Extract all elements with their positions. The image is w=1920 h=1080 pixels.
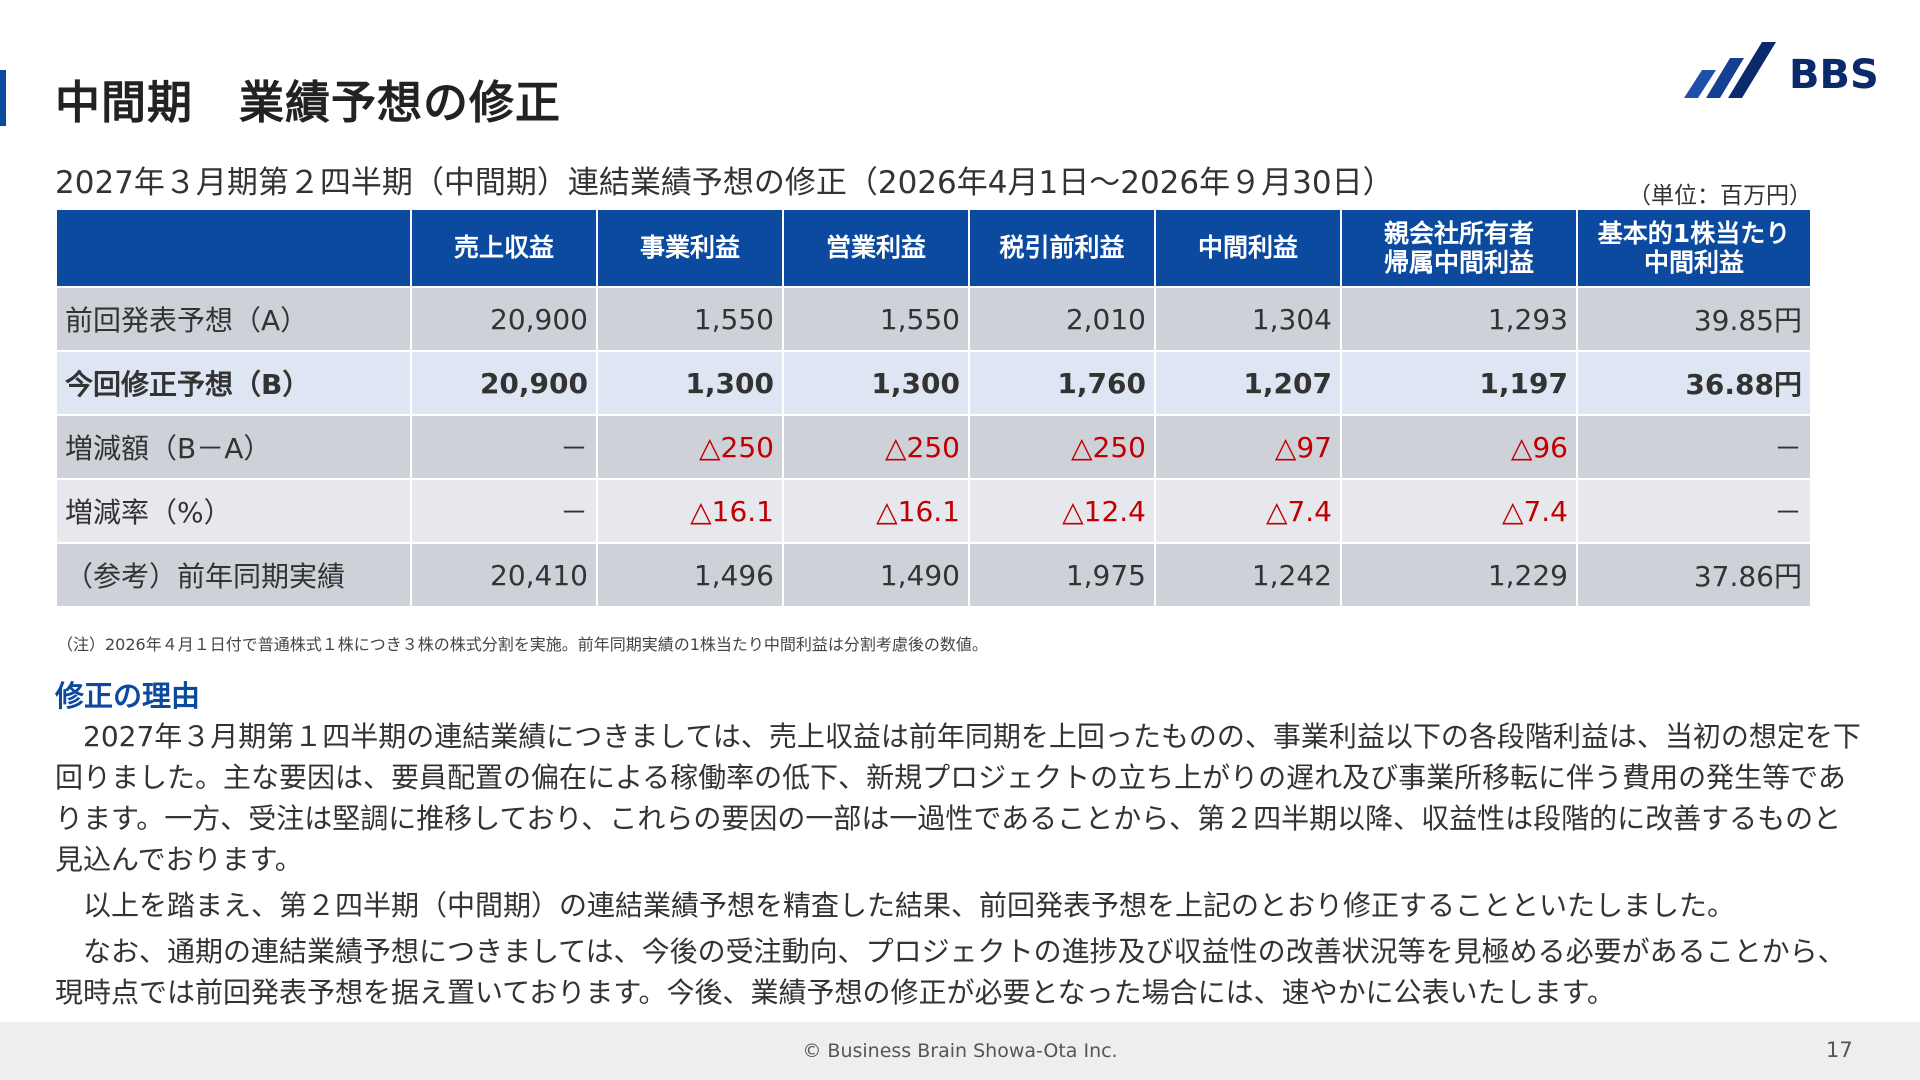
- row-label: 増減率（%）: [55, 478, 412, 544]
- table-row: 増減率（%） － △16.1 △16.1 △12.4 △7.4 △7.4 －: [55, 478, 1812, 544]
- footnote: （注）2026年４月１日付で普通株式１株につき３株の株式分割を実施。前年同期実績…: [57, 635, 988, 654]
- table-cell: 1,300: [596, 350, 784, 416]
- table-cell-negative: △97: [1154, 414, 1342, 480]
- table-cell: －: [1576, 414, 1812, 480]
- forecast-table: 売上収益 事業利益 営業利益 税引前利益 中間利益 親会社所有者 帰属中間利益 …: [55, 208, 1812, 608]
- column-header-parent-profit: 親会社所有者 帰属中間利益: [1340, 208, 1578, 288]
- unit-label: （単位：百万円）: [1628, 183, 1812, 209]
- table-cell: 1,207: [1154, 350, 1342, 416]
- table-row: 今回修正予想（B） 20,900 1,300 1,300 1,760 1,207…: [55, 350, 1812, 416]
- table-cell-negative: △7.4: [1154, 478, 1342, 544]
- table-cell: 1,975: [968, 542, 1156, 608]
- row-label: 増減額（B－A）: [55, 414, 412, 480]
- column-header: [55, 208, 412, 288]
- page-title: 中間期 業績予想の修正: [55, 76, 562, 129]
- logo-text: BBS: [1789, 52, 1879, 98]
- table-cell-negative: △250: [782, 414, 970, 480]
- title-accent-bar: [0, 70, 6, 126]
- table-cell: 20,900: [410, 350, 598, 416]
- reason-paragraph: なお、通期の連結業績予想につきましては、今後の受注動向、プロジェクトの進捗及び収…: [55, 935, 1846, 1009]
- table-row: 増減額（B－A） － △250 △250 △250 △97 △96 －: [55, 414, 1812, 480]
- column-header-revenue: 売上収益: [410, 208, 598, 288]
- row-label: 今回修正予想（B）: [55, 350, 412, 416]
- table-row: （参考）前年同期実績 20,410 1,496 1,490 1,975 1,24…: [55, 542, 1812, 608]
- table-cell: 1,760: [968, 350, 1156, 416]
- table-cell: 1,496: [596, 542, 784, 608]
- table-cell-negative: △250: [596, 414, 784, 480]
- table-cell: 20,900: [410, 286, 598, 352]
- column-header-interim-profit: 中間利益: [1154, 208, 1342, 288]
- reason-paragraph: 2027年３月期第１四半期の連結業績につきましては、売上収益は前年同期を上回った…: [55, 720, 1861, 876]
- copyright-text: © Business Brain Showa-Ota Inc.: [802, 1040, 1118, 1062]
- reason-heading: 修正の理由: [55, 679, 201, 713]
- reason-paragraph: 以上を踏まえ、第２四半期（中間期）の連結業績予想を精査した結果、前回発表予想を上…: [83, 889, 1736, 922]
- table-cell: －: [410, 478, 598, 544]
- reason-body: 2027年３月期第１四半期の連結業績につきましては、売上収益は前年同期を上回った…: [55, 716, 1867, 1018]
- column-header-pretax-profit: 税引前利益: [968, 208, 1156, 288]
- table-header-row: 売上収益 事業利益 営業利益 税引前利益 中間利益 親会社所有者 帰属中間利益 …: [55, 208, 1812, 288]
- table-cell: －: [410, 414, 598, 480]
- table-cell: 1,197: [1340, 350, 1578, 416]
- table-cell-negative: △16.1: [596, 478, 784, 544]
- table-cell-negative: △250: [968, 414, 1156, 480]
- table-cell: 1,293: [1340, 286, 1578, 352]
- table-cell-negative: △96: [1340, 414, 1578, 480]
- company-logo: BBS: [1676, 40, 1886, 102]
- table-cell: 1,242: [1154, 542, 1342, 608]
- page-footer: © Business Brain Showa-Ota Inc. 17: [0, 1022, 1920, 1080]
- column-header-business-profit: 事業利益: [596, 208, 784, 288]
- table-cell: 1,490: [782, 542, 970, 608]
- table-cell: 37.86円: [1576, 542, 1812, 608]
- table-cell: 39.85円: [1576, 286, 1812, 352]
- table-cell: 1,229: [1340, 542, 1578, 608]
- column-header-operating-profit: 営業利益: [782, 208, 970, 288]
- table-cell: 36.88円: [1576, 350, 1812, 416]
- column-header-eps: 基本的1株当たり 中間利益: [1576, 208, 1812, 288]
- page-number: 17: [1826, 1038, 1853, 1062]
- table-row: 前回発表予想（A） 20,900 1,550 1,550 2,010 1,304…: [55, 286, 1812, 352]
- table-cell: 1,550: [782, 286, 970, 352]
- table-subtitle: 2027年３月期第２四半期（中間期）連結業績予想の修正（2026年4月1日～20…: [55, 165, 1394, 201]
- table-cell: 1,304: [1154, 286, 1342, 352]
- table-cell: 1,300: [782, 350, 970, 416]
- table-cell-negative: △12.4: [968, 478, 1156, 544]
- table-cell: －: [1576, 478, 1812, 544]
- stripes-logo-icon: [1684, 42, 1776, 98]
- table-cell: 2,010: [968, 286, 1156, 352]
- table-cell-negative: △7.4: [1340, 478, 1578, 544]
- table-cell: 20,410: [410, 542, 598, 608]
- row-label: （参考）前年同期実績: [55, 542, 412, 608]
- table-cell-negative: △16.1: [782, 478, 970, 544]
- table-cell: 1,550: [596, 286, 784, 352]
- row-label: 前回発表予想（A）: [55, 286, 412, 352]
